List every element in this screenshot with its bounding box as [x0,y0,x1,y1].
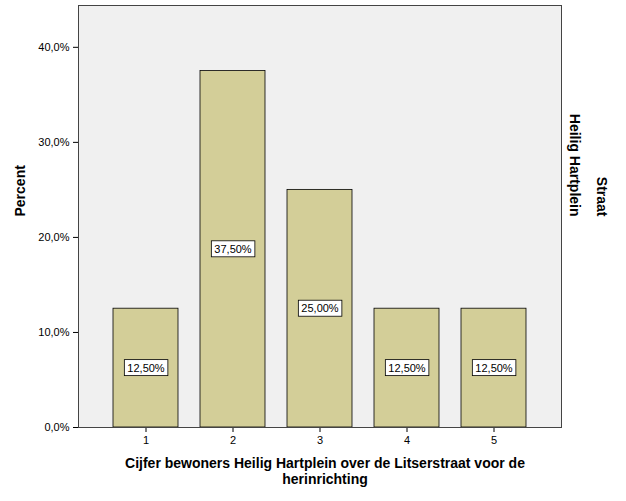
html-text:Cijfer bewoners Heilig Hartple: Cijfer bewoners Heilig Hartplein over de… [125,455,525,487]
svg-text:5: 5 [491,434,497,446]
svg-text:3: 3 [317,434,323,446]
svg-text:12,50%: 12,50% [127,362,165,374]
svg-text:25,00%: 25,00% [301,302,339,314]
svg-text:Heilig Hartplein: Heilig Hartplein [567,114,583,217]
svg-text:Percent: Percent [12,165,28,217]
svg-text:20,0%: 20,0% [38,231,69,243]
svg-text:30,0%: 30,0% [38,136,69,148]
svg-text:1: 1 [143,434,149,446]
svg-text:37,50%: 37,50% [214,243,252,255]
svg-text:10,0%: 10,0% [38,326,69,338]
svg-text:4: 4 [404,434,410,446]
svg-text:12,50%: 12,50% [388,362,426,374]
svg-text:Straat: Straat [594,177,610,217]
svg-text:0,0%: 0,0% [44,421,69,433]
svg-text:2: 2 [230,434,236,446]
svg-text:40,0%: 40,0% [38,41,69,53]
svg-text:12,50%: 12,50% [475,362,513,374]
